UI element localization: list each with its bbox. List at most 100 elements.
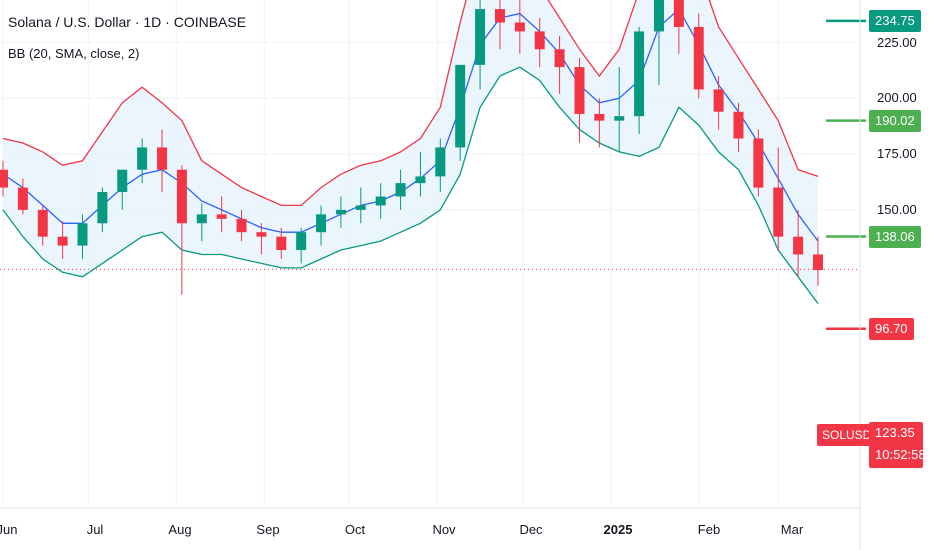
candlestick-series <box>0 0 823 295</box>
price-tick-label: 200.00 <box>877 90 917 106</box>
candle-body <box>455 64 466 148</box>
candle-body <box>773 187 784 237</box>
candle <box>0 160 8 197</box>
indicator-legend[interactable]: BB (20, SMA, close, 2) <box>8 46 140 61</box>
candle-body <box>316 214 327 233</box>
candle-body <box>375 196 386 206</box>
price-level-tag: 138.06 <box>869 225 921 248</box>
candle <box>455 64 466 161</box>
candle <box>773 147 784 251</box>
candle <box>256 223 267 255</box>
candle-body <box>236 218 247 233</box>
candle <box>673 0 684 54</box>
candle <box>236 209 247 242</box>
candle-body <box>514 22 525 32</box>
candle-body <box>733 111 744 139</box>
bar-countdown: 10:52:58 <box>875 447 926 462</box>
candle <box>157 129 168 193</box>
candle <box>196 203 207 242</box>
candle <box>415 151 426 197</box>
candle <box>296 227 307 264</box>
candle <box>137 138 148 184</box>
price-tick-label: 150.00 <box>877 201 917 217</box>
candle-body <box>793 236 804 255</box>
candle-body <box>117 169 128 193</box>
chart-axes <box>0 0 861 550</box>
candle-body <box>57 236 68 246</box>
price-level-tag: 96.70 <box>869 317 914 340</box>
candle <box>216 196 227 233</box>
chart-title: Solana / U.S. Dollar · 1D · COINBASE <box>8 14 247 30</box>
candle-body <box>435 147 446 177</box>
candle-body <box>415 176 426 184</box>
candle <box>494 0 505 50</box>
candle <box>316 205 327 246</box>
candle <box>554 35 565 94</box>
candle-body <box>296 232 307 251</box>
time-tick-label: Jun <box>0 522 18 537</box>
candle-body <box>713 89 724 112</box>
candle <box>753 129 764 197</box>
time-tick-label: Oct <box>344 522 366 537</box>
time-tick-label: Mar <box>780 522 804 537</box>
candle <box>355 187 366 224</box>
time-tick-label: Feb <box>697 522 721 537</box>
candle-body <box>395 183 406 197</box>
time-tick-label: Dec <box>519 522 543 537</box>
last-price: 123.35 <box>875 425 915 440</box>
symbol-badge: SOLUSD <box>817 424 877 446</box>
candle-body <box>216 214 227 219</box>
candle-body <box>534 31 545 50</box>
candle-body <box>335 209 346 215</box>
candle <box>514 0 525 54</box>
candle <box>176 165 187 295</box>
candle <box>475 0 486 90</box>
candle <box>57 221 68 259</box>
candle <box>653 0 664 85</box>
candle <box>574 58 585 143</box>
candle-body <box>355 205 366 210</box>
lower-band-line <box>2 66 819 304</box>
candle-body <box>97 192 108 224</box>
last-price-badge: 123.35 10:52:58 <box>869 422 926 468</box>
candle-body <box>594 113 605 121</box>
candle-body <box>77 223 88 246</box>
candle-body <box>813 254 823 271</box>
candle-body <box>276 236 287 251</box>
candle <box>77 214 88 259</box>
time-tick-label: Sep <box>256 522 280 537</box>
candle-body <box>256 232 267 237</box>
time-tick-label: 2025 <box>603 522 633 537</box>
candle <box>733 102 744 152</box>
candle <box>534 18 545 68</box>
candle <box>97 187 108 233</box>
candle <box>435 138 446 193</box>
candle-body <box>753 138 764 188</box>
candle-body <box>157 147 168 170</box>
candle <box>375 183 386 219</box>
upper-band-line <box>2 0 819 207</box>
candle-body <box>37 209 48 237</box>
candle <box>276 227 287 259</box>
price-level-tag: 234.75 <box>869 9 921 32</box>
time-tick-label: Jul <box>86 522 104 537</box>
candle <box>693 13 704 99</box>
bollinger-band-fill <box>3 0 818 304</box>
candle-body <box>475 9 486 65</box>
candle <box>37 205 48 246</box>
candle <box>335 196 346 228</box>
candle <box>594 98 605 148</box>
price-level-lines <box>0 19 866 331</box>
candle <box>813 236 823 286</box>
candle <box>614 67 625 152</box>
band-area <box>3 0 818 304</box>
candle-body <box>653 0 664 32</box>
price-tick-label: 175.00 <box>877 146 917 162</box>
candle <box>395 169 406 210</box>
candle-body <box>634 31 645 117</box>
price-level-tag: 190.02 <box>869 109 921 132</box>
time-tick-label: Nov <box>432 522 456 537</box>
candle <box>713 76 724 130</box>
price-tick-label: 225.00 <box>877 34 917 50</box>
